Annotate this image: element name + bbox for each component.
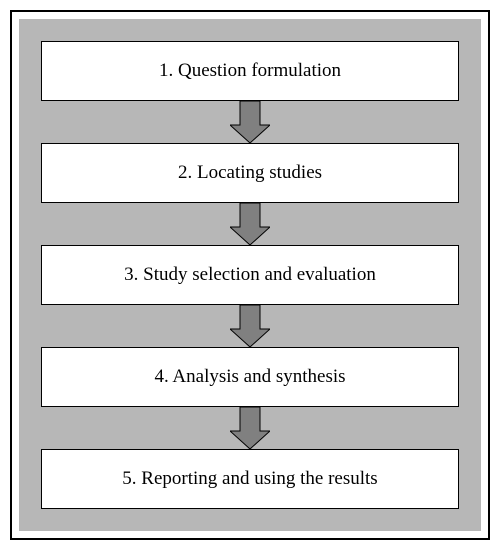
step-label: 4. Analysis and synthesis [154, 366, 345, 388]
arrow-down-icon [230, 305, 270, 347]
step-label: 2. Locating studies [178, 162, 322, 184]
step-label: 5. Reporting and using the results [122, 468, 377, 490]
step-label: 3. Study selection and evaluation [124, 264, 376, 286]
step-box: 2. Locating studies [41, 143, 459, 203]
arrow-down-icon [230, 407, 270, 449]
step-box: 1. Question formulation [41, 41, 459, 101]
step-label: 1. Question formulation [159, 60, 341, 82]
step-box: 5. Reporting and using the results [41, 449, 459, 509]
inner-panel: 1. Question formulation 2. Locating studi… [19, 19, 481, 531]
step-box: 3. Study selection and evaluation [41, 245, 459, 305]
diagram-frame: 1. Question formulation 2. Locating studi… [0, 0, 500, 550]
step-box: 4. Analysis and synthesis [41, 347, 459, 407]
arrow-down-icon [230, 203, 270, 245]
arrow-down-icon [230, 101, 270, 143]
